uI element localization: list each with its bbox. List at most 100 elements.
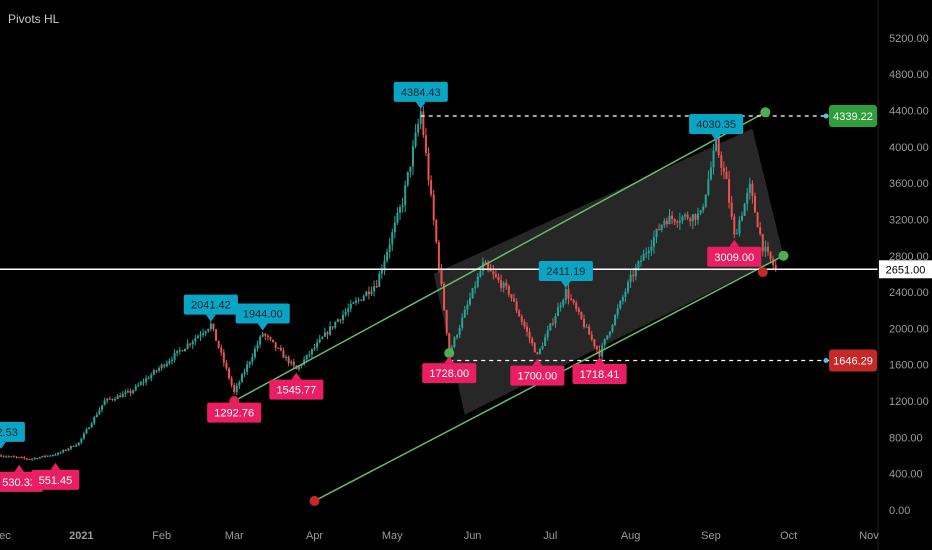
candle-body (637, 261, 640, 268)
candle-body (741, 215, 744, 221)
candle-body (399, 207, 402, 213)
candle-body (533, 343, 536, 353)
candle-body (668, 215, 671, 225)
candle-body (515, 301, 518, 311)
x-tick-label: 2021 (69, 530, 93, 542)
candle-body (375, 286, 378, 288)
candle-body (608, 331, 611, 336)
channel-layer (433, 128, 784, 415)
pivot-pointer (560, 281, 571, 289)
candle-body (5, 456, 8, 458)
candle-body (738, 220, 741, 234)
pivot-pointer (415, 101, 426, 109)
marker-green (760, 107, 771, 118)
x-tick-label: Jun (464, 530, 482, 542)
candle-body (476, 276, 479, 287)
candle-body (386, 251, 389, 261)
candle-body (326, 332, 329, 335)
pivot-pointer (729, 239, 740, 247)
y-tick-label: 4400.00 (889, 105, 929, 117)
candle-body (41, 455, 44, 458)
y-tick-label: 4800.00 (889, 69, 929, 81)
candle-body (134, 385, 137, 391)
candle-body (722, 167, 725, 172)
candle-body (551, 323, 554, 325)
candle-body (616, 308, 619, 316)
candle-body (432, 194, 435, 221)
candle-body (492, 271, 495, 275)
pivot-value: 1728.00 (429, 368, 469, 380)
candle-body (764, 246, 767, 252)
x-tick-label: Feb (152, 530, 171, 542)
x-tick-label: Oct (780, 530, 797, 542)
pivot-high-label: 2041.42 (183, 294, 238, 322)
candle-body (487, 263, 490, 269)
candle-body (650, 246, 653, 251)
candle-body (481, 262, 484, 272)
candle-body (69, 446, 72, 449)
candle-body (580, 311, 583, 320)
candle-body (681, 216, 684, 221)
candle-body (38, 457, 41, 459)
pivot-value: 1545.77 (276, 385, 316, 397)
candle-body (759, 227, 762, 235)
candle-body (766, 246, 769, 252)
candles-layer (0, 102, 777, 461)
candle-body (502, 282, 505, 288)
candle-body (717, 138, 720, 156)
pivot-pointer (291, 372, 302, 380)
candle-body (274, 342, 277, 348)
pivot-value: 1944.00 (243, 308, 283, 320)
candle-body (603, 339, 606, 346)
candle-body (10, 456, 13, 458)
candle-body (606, 335, 609, 340)
candle-body (132, 390, 135, 393)
pivot-low-label: 1718.41 (572, 356, 627, 384)
candle-body (209, 323, 212, 329)
candle-body (285, 356, 288, 358)
candle-body (365, 291, 368, 297)
marker-red (757, 267, 768, 278)
candle-body (114, 399, 117, 401)
candle-body (354, 300, 357, 303)
candle-body (111, 398, 114, 400)
candle-body (730, 202, 733, 217)
candle-body (707, 179, 710, 195)
candle-body (12, 456, 15, 458)
candle-body (310, 349, 313, 355)
candle-body (570, 298, 573, 300)
candle-body (424, 135, 427, 154)
candle-body (191, 341, 194, 345)
candle-body (287, 356, 290, 364)
candle-body (152, 370, 155, 375)
candle-body (183, 348, 186, 352)
candle-body (217, 340, 220, 348)
candle-body (619, 301, 622, 309)
y-tick-label: 800.00 (889, 432, 923, 444)
candle-body (44, 455, 47, 457)
candle-body (624, 291, 627, 297)
candle-body (733, 216, 736, 235)
pivot-box (207, 402, 262, 423)
candle-body (316, 342, 319, 348)
candle-body (344, 311, 347, 315)
candle-body (590, 334, 593, 340)
y-tick-label: 1600.00 (889, 360, 929, 372)
candle-body (238, 382, 241, 386)
candle-body (116, 395, 119, 400)
candle-body (163, 364, 166, 367)
candle-body (82, 433, 85, 439)
candle-body (474, 286, 477, 289)
candle-body (264, 333, 267, 336)
candle-body (720, 155, 723, 168)
pivot-value: 551.45 (39, 475, 73, 487)
candle-body (531, 338, 534, 344)
candle-body (564, 288, 567, 300)
candle-body (240, 374, 243, 383)
indicator-title: Pivots HL (8, 12, 60, 26)
pivot-value: 4030.35 (696, 119, 736, 131)
candle-body (652, 237, 655, 247)
candle-body (748, 183, 751, 193)
pivot-low-label: 3009.00 (707, 239, 762, 267)
